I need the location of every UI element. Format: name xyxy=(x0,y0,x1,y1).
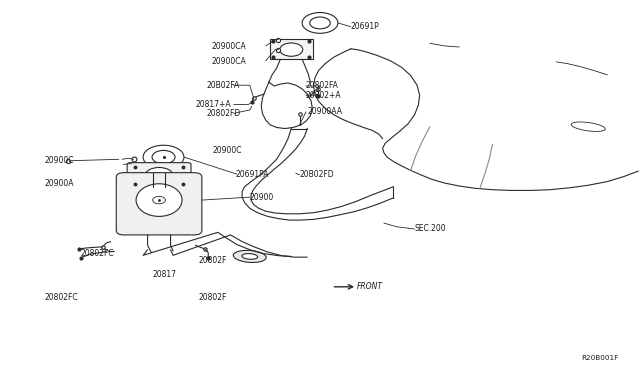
Text: 20817+A: 20817+A xyxy=(195,100,231,109)
FancyBboxPatch shape xyxy=(269,39,313,59)
Ellipse shape xyxy=(234,250,266,263)
Ellipse shape xyxy=(136,184,182,217)
Text: 20900CA: 20900CA xyxy=(211,57,246,66)
Text: 20802+A: 20802+A xyxy=(306,91,342,100)
Text: SEC.200: SEC.200 xyxy=(415,224,446,234)
FancyBboxPatch shape xyxy=(127,163,191,189)
Text: 20802F: 20802F xyxy=(198,294,227,302)
FancyBboxPatch shape xyxy=(116,173,202,235)
Ellipse shape xyxy=(242,254,258,259)
Text: 20900C: 20900C xyxy=(44,156,74,165)
Text: 20802FA: 20802FA xyxy=(306,81,339,90)
Text: 20817: 20817 xyxy=(153,270,177,279)
Text: 20900C: 20900C xyxy=(212,146,242,155)
Text: R20B001F: R20B001F xyxy=(582,355,619,361)
Text: 20802FC: 20802FC xyxy=(81,249,114,258)
Text: FRONT: FRONT xyxy=(357,282,383,291)
Text: 20900CA: 20900CA xyxy=(211,42,246,51)
Text: 20802FC: 20802FC xyxy=(44,294,77,302)
Text: 20B02FD: 20B02FD xyxy=(300,170,334,179)
Text: 20B02FA: 20B02FA xyxy=(206,81,239,90)
Text: 20802F: 20802F xyxy=(198,256,227,265)
Text: 20802FD: 20802FD xyxy=(206,109,241,118)
Text: 20900A: 20900A xyxy=(44,179,74,187)
Text: 20691P: 20691P xyxy=(351,22,380,31)
Text: 20900: 20900 xyxy=(250,193,274,202)
Text: 20900AA: 20900AA xyxy=(307,108,342,116)
Text: 20691PA: 20691PA xyxy=(236,170,269,179)
Circle shape xyxy=(280,43,303,56)
Circle shape xyxy=(145,167,173,184)
